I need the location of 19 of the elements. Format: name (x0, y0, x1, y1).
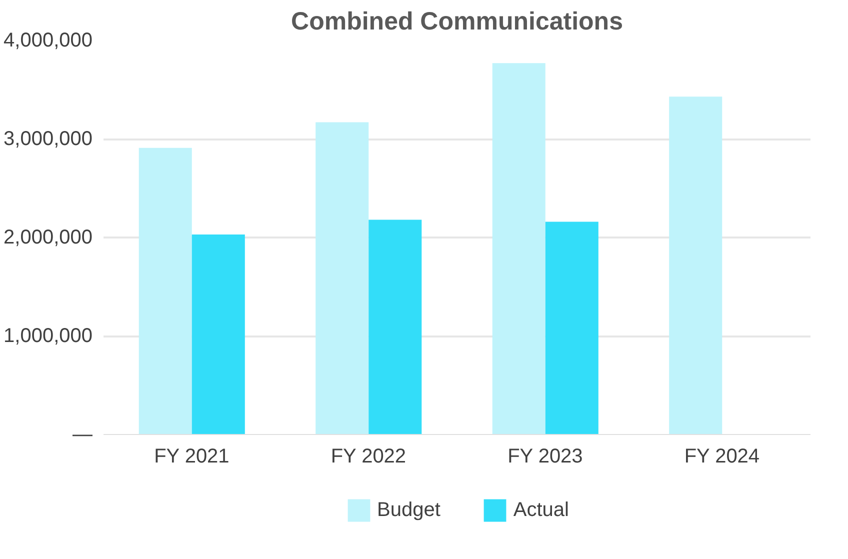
y-tick-label: 1,000,000 (4, 325, 93, 347)
bar (192, 234, 245, 434)
legend-label: Budget (377, 498, 440, 522)
bar (316, 122, 369, 434)
bar (669, 96, 722, 434)
bar (138, 148, 192, 434)
x-tick-label: FY 2022 (330, 446, 406, 468)
chart-title: Combined Communications (291, 8, 623, 36)
legend-label: Actual (513, 498, 569, 522)
bar (492, 63, 546, 434)
bar (545, 222, 598, 434)
y-tick-label: — (72, 424, 92, 446)
y-tick-label: 3,000,000 (4, 128, 93, 150)
x-tick-label: FY 2024 (684, 446, 760, 468)
bar (368, 220, 422, 434)
y-tick-label: 4,000,000 (4, 30, 93, 52)
y-tick-label: 2,000,000 (4, 226, 93, 248)
x-tick-label: FY 2023 (508, 446, 583, 468)
x-tick-label: FY 2021 (154, 446, 230, 468)
